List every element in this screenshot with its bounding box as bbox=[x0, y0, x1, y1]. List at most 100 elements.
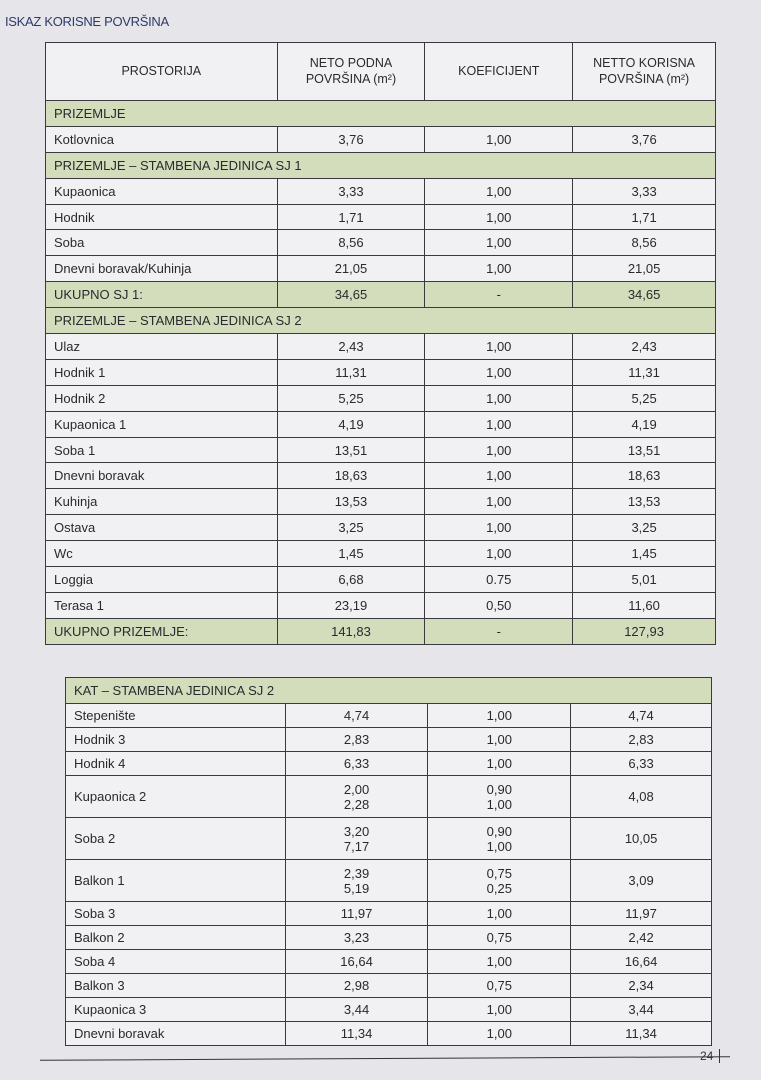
net-floor-area: 23,19 bbox=[276, 591, 426, 619]
room-name: Kotlovnica bbox=[45, 125, 278, 153]
net-usable-area: 10,05 bbox=[570, 817, 712, 860]
table-row: Soba 2 3,20 7,17 0,90 1,00 10,05 bbox=[65, 817, 712, 860]
table-row: Wc 1,45 1,00 1,45 bbox=[45, 540, 716, 568]
net-usable-area: 5,25 bbox=[572, 384, 716, 412]
table-row: Loggia 6,68 0.75 5,01 bbox=[45, 566, 716, 593]
room-name: Kuhinja bbox=[45, 488, 278, 516]
net-floor-area: 2,00 bbox=[343, 781, 370, 797]
net-floor-area: 2,39 bbox=[343, 865, 370, 881]
net-usable-area: 4,74 bbox=[570, 703, 712, 728]
header-room: PROSTORIJA bbox=[45, 42, 278, 101]
room-name: Dnevni boravak bbox=[65, 1021, 286, 1046]
net-floor-area: 16,64 bbox=[284, 949, 429, 974]
net-floor-area: 34,65 bbox=[276, 281, 426, 309]
coefficient: 1,00 bbox=[427, 751, 572, 776]
room-name: Terasa 1 bbox=[45, 591, 278, 619]
coefficient: - bbox=[424, 617, 574, 645]
coefficient: 1,00 bbox=[424, 514, 574, 542]
room-name: Hodnik 3 bbox=[65, 727, 286, 752]
coefficient: 0,75 bbox=[427, 925, 572, 950]
table-row: Soba 4 16,64 1,00 16,64 bbox=[65, 949, 712, 974]
coefficient: 1,00 bbox=[486, 796, 512, 812]
table-row: Ulaz 2,43 1,00 2,43 bbox=[45, 333, 716, 360]
net-floor-area: 4,74 bbox=[284, 703, 429, 728]
table-row: Hodnik 2 5,25 1,00 5,25 bbox=[45, 384, 716, 412]
table-row: Kupaonica 3,33 1,00 3,33 bbox=[45, 177, 716, 205]
net-floor-area: 13,51 bbox=[276, 436, 426, 464]
section-row: PRIZEMLJE – STAMBENA JEDINICA SJ 1 bbox=[45, 151, 716, 179]
table-row: Terasa 1 23,19 0,50 11,60 bbox=[45, 591, 716, 619]
coefficient: 1,00 bbox=[424, 125, 574, 153]
net-floor-area: 3,23 bbox=[284, 925, 429, 950]
room-name: Balkon 3 bbox=[65, 973, 286, 998]
net-usable-area: 11,34 bbox=[570, 1021, 712, 1046]
table-row: Kupaonica 3 3,44 1,00 3,44 bbox=[65, 997, 712, 1022]
room-name: UKUPNO SJ 1: bbox=[45, 281, 278, 309]
table-row: Soba 1 13,51 1,00 13,51 bbox=[45, 436, 716, 464]
net-usable-area: 3,25 bbox=[572, 514, 716, 542]
coefficient: 1,00 bbox=[427, 1021, 572, 1046]
section-label: PRIZEMLJE – STAMBENA JEDINICA SJ 2 bbox=[45, 307, 716, 335]
coefficient: 1,00 bbox=[424, 462, 574, 490]
net-floor-area: 11,97 bbox=[284, 901, 429, 926]
net-floor-area: 6,68 bbox=[276, 566, 426, 593]
header-coefficient: KOEFICIJENT bbox=[424, 42, 574, 101]
net-usable-area: 4,19 bbox=[572, 410, 716, 438]
room-name: Soba bbox=[45, 229, 278, 257]
coefficient: 1,00 bbox=[424, 540, 574, 568]
net-floor-area: 6,33 bbox=[284, 751, 429, 776]
net-floor-area: 11,34 bbox=[284, 1021, 429, 1046]
room-name: UKUPNO PRIZEMLJE: bbox=[45, 617, 278, 645]
coefficient-cell: 0,90 1,00 bbox=[427, 817, 572, 860]
area-table-upper-floor: KAT – STAMBENA JEDINICA SJ 2 Stepenište 4,… bbox=[65, 677, 712, 1046]
net-usable-area: 11,31 bbox=[572, 358, 716, 386]
net-floor-area: 7,17 bbox=[343, 838, 370, 854]
net-floor-area: 4,19 bbox=[276, 410, 426, 438]
net-usable-area: 4,08 bbox=[570, 775, 712, 818]
net-usable-area: 2,43 bbox=[572, 333, 716, 360]
table-row: Ostava 3,25 1,00 3,25 bbox=[45, 514, 716, 542]
coefficient: 1,00 bbox=[424, 488, 574, 516]
room-name: Hodnik 2 bbox=[45, 384, 278, 412]
section-label: KAT – STAMBENA JEDINICA SJ 2 bbox=[65, 677, 712, 704]
net-floor-area: 3,44 bbox=[284, 997, 429, 1022]
net-floor-area: 2,43 bbox=[276, 333, 426, 360]
coefficient: 0,50 bbox=[424, 591, 574, 619]
room-name: Balkon 1 bbox=[65, 859, 286, 902]
net-usable-area: 2,42 bbox=[570, 925, 712, 950]
coefficient: 0.75 bbox=[424, 566, 574, 593]
net-usable-area: 1,45 bbox=[572, 540, 716, 568]
section-label: PRIZEMLJE bbox=[45, 100, 716, 127]
table-row: Soba 3 11,97 1,00 11,97 bbox=[65, 901, 712, 926]
net-usable-area: 8,56 bbox=[572, 229, 716, 257]
net-floor-area: 8,56 bbox=[276, 229, 426, 257]
section-row: PRIZEMLJE bbox=[45, 100, 716, 127]
footer-rule bbox=[40, 1056, 730, 1061]
coefficient: 1,00 bbox=[427, 901, 572, 926]
room-name: Ulaz bbox=[45, 333, 278, 360]
coefficient: 1,00 bbox=[424, 436, 574, 464]
page-title: ISKAZ KORISNE POVRŠINA bbox=[5, 14, 169, 29]
table-row: Hodnik 3 2,83 1,00 2,83 bbox=[65, 727, 712, 752]
coefficient: 1,00 bbox=[427, 703, 572, 728]
net-usable-area: 13,53 bbox=[572, 488, 716, 516]
room-name: Dnevni boravak/Kuhinja bbox=[45, 255, 278, 283]
net-floor-area-cell: 2,00 2,28 bbox=[284, 775, 429, 818]
net-floor-area: 1,71 bbox=[276, 203, 426, 231]
table-row: Hodnik 1,71 1,00 1,71 bbox=[45, 203, 716, 231]
page-number: 24 bbox=[700, 1049, 721, 1063]
section-row: PRIZEMLJE – STAMBENA JEDINICA SJ 2 bbox=[45, 307, 716, 335]
net-floor-area: 18,63 bbox=[276, 462, 426, 490]
net-usable-area: 11,60 bbox=[572, 591, 716, 619]
room-name: Kupaonica 3 bbox=[65, 997, 286, 1022]
net-floor-area: 3,76 bbox=[276, 125, 426, 153]
net-usable-area: 5,01 bbox=[572, 566, 716, 593]
table-row: Stepenište 4,74 1,00 4,74 bbox=[65, 703, 712, 728]
coefficient: 1,00 bbox=[486, 838, 512, 854]
section-row: KAT – STAMBENA JEDINICA SJ 2 bbox=[65, 677, 712, 704]
area-table-ground-floor: PROSTORIJA NETO PODNA POVRŠINA (m²) KOEF… bbox=[45, 42, 716, 645]
table-row: Kupaonica 1 4,19 1,00 4,19 bbox=[45, 410, 716, 438]
table-row: Soba 8,56 1,00 8,56 bbox=[45, 229, 716, 257]
coefficient: 1,00 bbox=[424, 358, 574, 386]
header-net-usable-area: NETTO KORISNA POVRŠINA (m²) bbox=[572, 42, 716, 101]
